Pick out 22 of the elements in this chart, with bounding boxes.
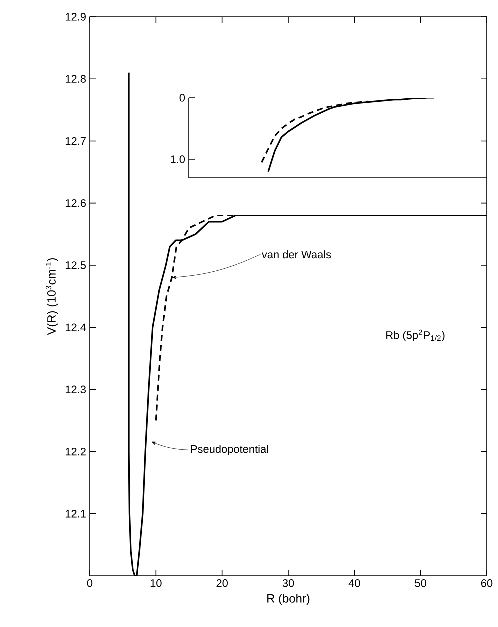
x-tick-label: 20 [216,580,228,588]
y-tick-label: 12.2 [66,448,86,456]
y-tick-label: 12.7 [66,137,86,146]
y-axis-title: V(R) (10$^{3}$cm$^{-1}$) [46,258,58,336]
x-tick-label: 10 [150,580,162,588]
annotation: van der Waals [262,250,332,259]
x-tick-label: 40 [348,580,360,588]
y-tick-label: 12.3 [66,386,86,394]
y-tick-label: 12.5 [66,262,86,270]
y-tick-label: 12.1 [66,510,86,518]
x-axis-title: R (bohr) [268,594,310,606]
y-tick-label: 12.8 [66,75,86,83]
annotation: Pseudopotential [191,445,268,456]
y-tick-label: 1.0 [171,156,186,164]
x-tick-label: 60 [481,580,493,588]
y-tick-label: 12.6 [66,199,86,208]
annotation: Rb (5p$^{2}$P$_{1/2}$) [386,330,445,342]
x-tick-label: 30 [282,580,294,588]
y-tick-label: 12.4 [66,324,86,332]
y-tick-label: 12.9 [66,13,86,21]
x-tick-label: 50 [415,580,426,588]
x-tick-label: 0 [87,580,93,588]
